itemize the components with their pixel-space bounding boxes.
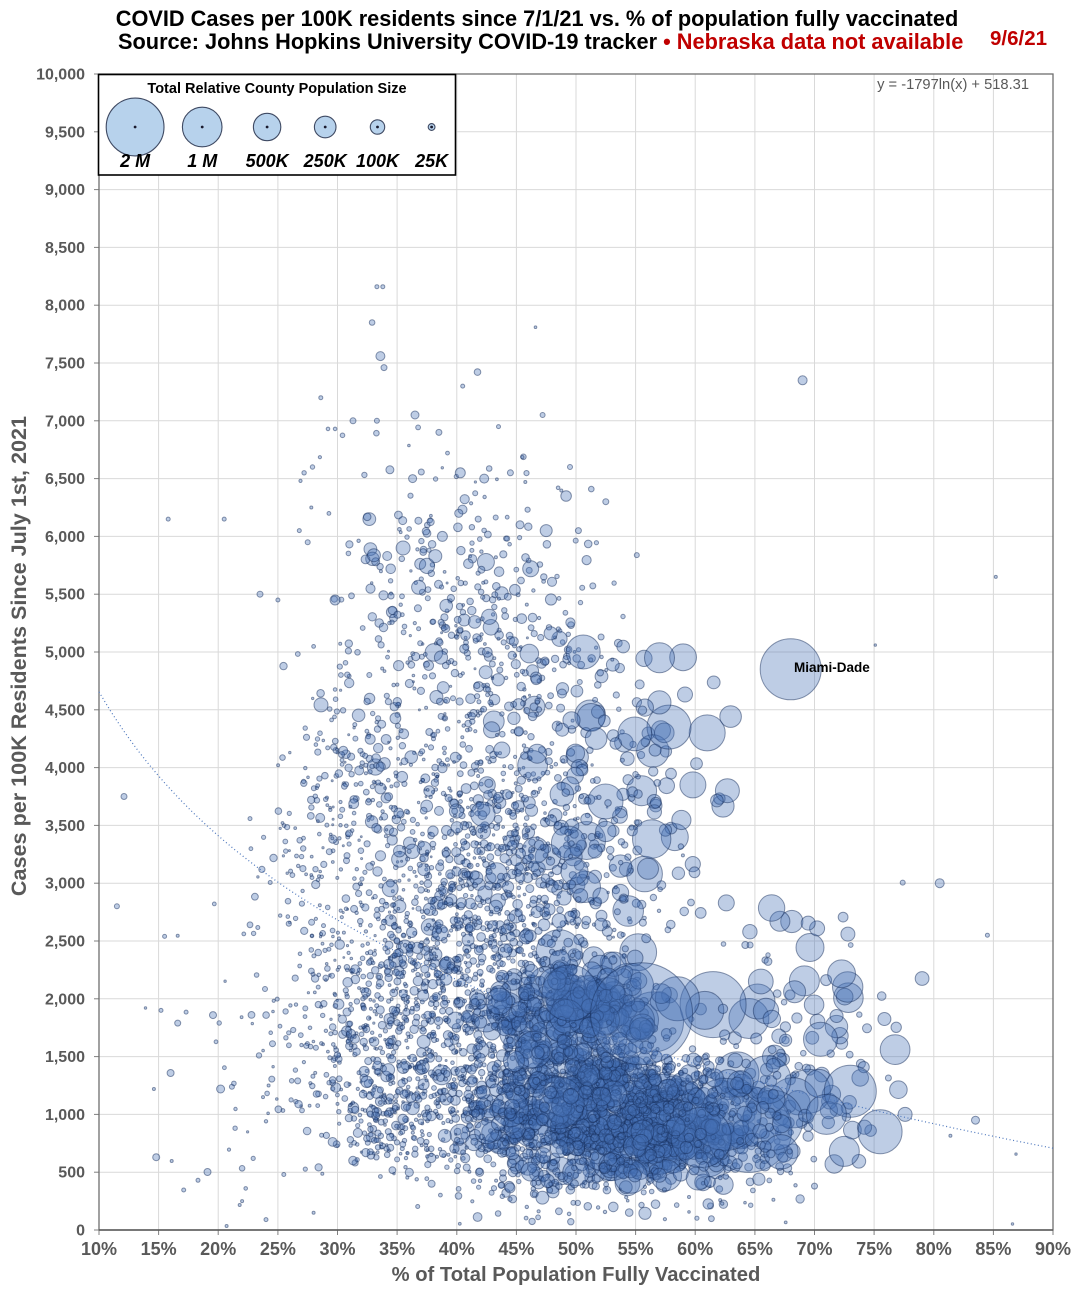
- svg-text:10%: 10%: [81, 1239, 117, 1259]
- svg-text:20%: 20%: [200, 1239, 236, 1259]
- svg-text:60%: 60%: [677, 1239, 713, 1259]
- svg-text:7,500: 7,500: [45, 356, 85, 373]
- svg-text:0: 0: [76, 1223, 85, 1240]
- svg-text:4,500: 4,500: [45, 702, 85, 719]
- svg-text:7,000: 7,000: [45, 413, 85, 430]
- svg-text:10,000: 10,000: [36, 67, 85, 84]
- svg-text:3,000: 3,000: [45, 876, 85, 893]
- svg-text:5,500: 5,500: [45, 587, 85, 604]
- svg-text:6,500: 6,500: [45, 471, 85, 488]
- svg-text:y = -1797ln(x) + 518.31: y = -1797ln(x) + 518.31: [877, 77, 1029, 93]
- svg-text:3,500: 3,500: [45, 818, 85, 835]
- svg-text:2,000: 2,000: [45, 991, 85, 1008]
- svg-text:1,500: 1,500: [45, 1049, 85, 1066]
- svg-text:8,000: 8,000: [45, 298, 85, 315]
- svg-text:65%: 65%: [737, 1239, 773, 1259]
- svg-text:85%: 85%: [975, 1239, 1011, 1259]
- svg-text:55%: 55%: [618, 1239, 654, 1259]
- svg-text:30%: 30%: [319, 1239, 355, 1259]
- svg-text:COVID Cases per 100K residents: COVID Cases per 100K residents since 7/1…: [116, 6, 959, 31]
- svg-text:1,000: 1,000: [45, 1107, 85, 1124]
- svg-text:15%: 15%: [141, 1239, 177, 1259]
- svg-text:6,000: 6,000: [45, 529, 85, 546]
- svg-text:90%: 90%: [1035, 1239, 1071, 1259]
- svg-text:80%: 80%: [916, 1239, 952, 1259]
- svg-text:75%: 75%: [856, 1239, 892, 1259]
- svg-text:25%: 25%: [260, 1239, 296, 1259]
- svg-text:9,000: 9,000: [45, 182, 85, 199]
- svg-text:Source: Johns Hopkins Universi: Source: Johns Hopkins University COVID-1…: [118, 29, 963, 54]
- svg-text:40%: 40%: [439, 1239, 475, 1259]
- svg-text:70%: 70%: [796, 1239, 832, 1259]
- svg-text:35%: 35%: [379, 1239, 415, 1259]
- svg-text:% of Total Population Fully Va: % of Total Population Fully Vaccinated: [392, 1264, 761, 1286]
- svg-text:2,500: 2,500: [45, 934, 85, 951]
- svg-text:8,500: 8,500: [45, 240, 85, 257]
- svg-text:Cases per 100K Residents Since: Cases per 100K Residents Since July 1st,…: [6, 416, 31, 896]
- svg-text:9/6/21: 9/6/21: [990, 27, 1047, 50]
- svg-text:5,000: 5,000: [45, 645, 85, 662]
- svg-text:500: 500: [58, 1165, 85, 1182]
- svg-text:50%: 50%: [558, 1239, 594, 1259]
- svg-text:4,000: 4,000: [45, 760, 85, 777]
- svg-text:9,500: 9,500: [45, 124, 85, 141]
- svg-text:45%: 45%: [498, 1239, 534, 1259]
